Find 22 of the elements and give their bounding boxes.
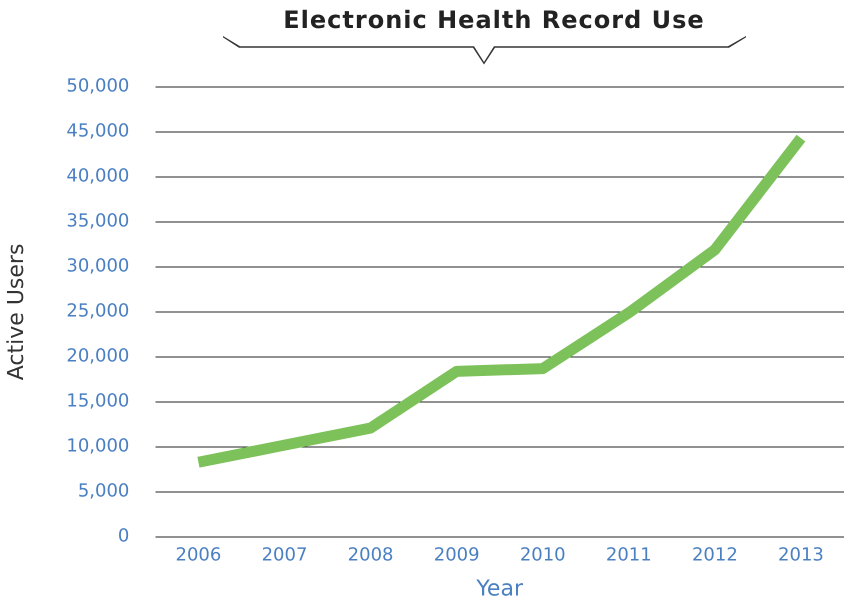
x-tick-label: 2010 (520, 544, 566, 566)
x-tick-label: 2009 (434, 544, 480, 566)
x-tick-label: 2007 (262, 544, 308, 566)
y-axis-title: Active Users (4, 244, 29, 380)
y-tick-label: 50,000 (66, 75, 130, 96)
x-axis-title: Year (475, 576, 524, 602)
y-tick-label: 45,000 (66, 120, 130, 142)
y-tick-label: 35,000 (66, 210, 130, 232)
x-tick-label: 2013 (778, 544, 824, 566)
chart-title: Electronic Health Record Use (282, 6, 706, 34)
x-tick-label: 2011 (606, 544, 652, 566)
x-tick-label: 2012 (692, 544, 738, 566)
y-tick-label: 25,000 (66, 300, 130, 322)
x-tick-label: 2008 (348, 544, 394, 566)
y-tick-label: 40,000 (66, 166, 130, 187)
y-tick-label: 0 (118, 526, 130, 547)
y-tick-label: 5,000 (78, 480, 130, 502)
y-tick-label: 10,000 (66, 436, 130, 457)
y-tick-label: 15,000 (66, 390, 130, 412)
x-tick-label: 2006 (176, 544, 222, 566)
y-tick-label: 20,000 (66, 346, 130, 367)
y-tick-label: 30,000 (66, 256, 130, 277)
